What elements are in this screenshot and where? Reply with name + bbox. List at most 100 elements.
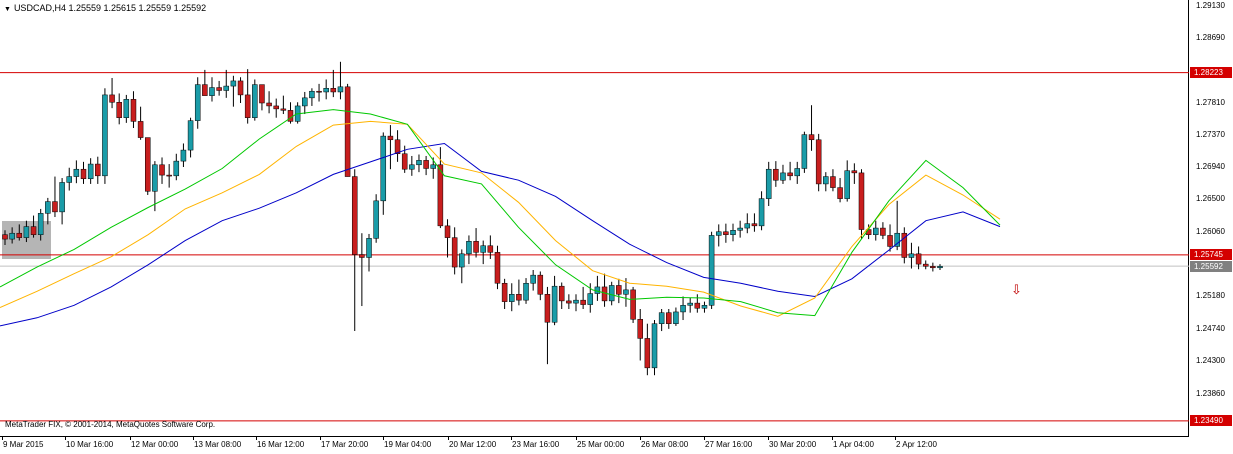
candle-body [873,227,879,235]
candle-body [922,263,929,267]
candle-body [658,312,665,324]
candle-body [523,282,529,301]
time-tick [65,437,66,440]
price-label: 1.26500 [1196,194,1225,204]
candle-body [758,198,765,227]
candle-body [751,223,758,227]
candle-body [16,232,23,238]
candle-body [765,168,772,199]
candle-body [180,149,187,162]
price-label: 1.24740 [1196,323,1225,333]
time-tick [832,437,833,440]
candle-body [480,245,486,253]
candle-body [373,200,379,239]
candle-body [623,289,629,295]
candle-body [780,172,786,181]
time-label: 20 Mar 12:00 [449,440,497,449]
candle-body [137,121,144,138]
moving-average-slow [0,142,1001,327]
candle-body [173,160,180,177]
price-marker: 1.25592 [1190,260,1232,272]
candle-body [516,294,522,301]
candle-body [537,274,544,295]
candle-body [644,338,651,369]
candle-body [723,231,729,235]
time-label: 30 Mar 20:00 [769,440,817,449]
candle-body [858,172,865,230]
chart-window[interactable]: ▼ USDCAD,H4 1.25559 1.25615 1.25559 1.255… [0,0,1189,437]
time-tick [320,437,321,440]
candle-body [87,163,94,180]
candle-body [37,213,44,235]
candle-body [344,86,351,177]
time-label: 27 Mar 16:00 [705,440,753,449]
candle-body [915,253,922,265]
candle-body [52,201,58,213]
arrow-down-icon[interactable]: ⇩ [1011,282,1022,297]
price-marker: 1.23490 [1190,415,1232,427]
candle-body [316,90,322,93]
time-tick [895,437,896,440]
candle-body [409,164,415,170]
candle-body [259,84,265,104]
candle-body [837,187,843,199]
price-label: 1.26060 [1196,226,1225,236]
moving-average-mid [0,120,1001,317]
symbol-label: USDCAD,H4 [13,3,66,13]
candle-body [116,102,122,118]
time-label: 9 Mar 2015 [3,440,44,449]
candle-body [801,134,808,169]
candle-body [323,88,329,93]
candle-body [473,241,479,253]
candle-body [59,182,65,213]
time-label: 19 Mar 04:00 [384,440,432,449]
candle-body [45,201,51,214]
candle-body [744,223,751,229]
candle-body [737,227,743,231]
time-label: 10 Mar 16:00 [66,440,114,449]
candle-body [701,305,708,309]
candle-body [23,226,30,238]
price-marker: 1.25745 [1190,249,1232,261]
price-label: 1.26940 [1196,162,1225,171]
time-tick [576,437,577,440]
time-tick [383,437,384,440]
candle-body [930,266,936,269]
candle-body [423,160,429,169]
candle-body [194,84,201,121]
candle-body [566,300,572,304]
candle-body [9,232,15,240]
candle-body [273,105,279,110]
time-tick [768,437,769,440]
time-tick [193,437,194,440]
triangle-down-icon[interactable]: ▼ [4,6,11,13]
price-label: 1.27810 [1196,97,1225,107]
candle-body [580,299,586,305]
candle-body [451,237,458,268]
price-label: 1.25180 [1196,291,1225,301]
price-chart[interactable] [0,0,1189,437]
candle-body [694,302,701,309]
candle-body [394,139,401,155]
candle-body [823,176,829,185]
candle-body [237,80,244,96]
candle-body [708,235,715,306]
time-label: 17 Mar 20:00 [321,440,369,449]
ohlc-values: 1.25559 1.25615 1.25559 1.25592 [68,3,207,13]
candle-body [687,302,693,306]
candle-body [901,232,908,258]
price-marker: 1.28223 [1190,67,1232,79]
candle-body [80,168,87,180]
time-label: 2 Apr 12:00 [896,440,937,449]
time-tick [256,437,257,440]
time-tick [511,437,512,440]
candle-body [337,86,344,93]
price-label: 1.29130 [1196,0,1225,10]
candle-body [530,274,536,284]
candle-body [73,168,80,177]
candle-body [30,226,37,235]
candle-body [223,85,230,91]
candle-body [680,305,686,313]
candle-body [387,135,394,141]
time-label: 12 Mar 00:00 [131,440,179,449]
